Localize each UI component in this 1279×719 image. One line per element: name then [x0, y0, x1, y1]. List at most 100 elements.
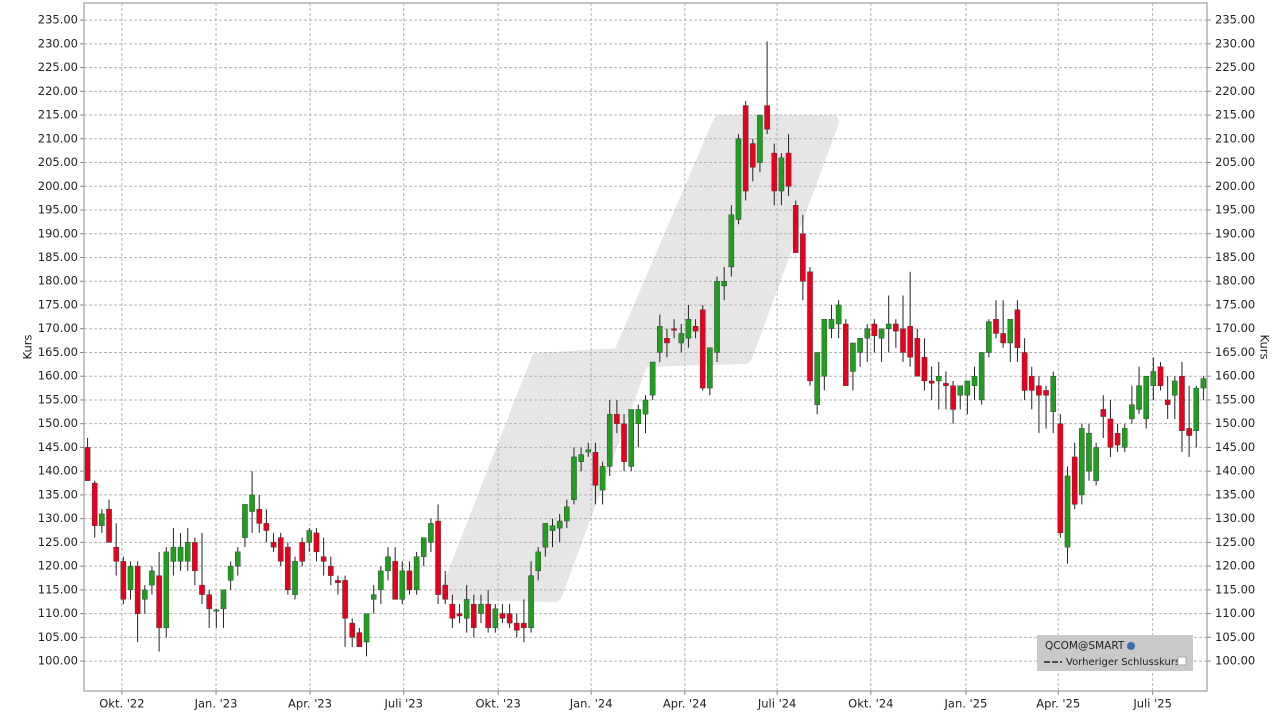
candle-body: [456, 613, 463, 617]
legend-icon: [1127, 642, 1135, 650]
candle-body: [592, 451, 599, 486]
candle-body: [1014, 309, 1021, 348]
candle-body: [127, 565, 134, 591]
legend-box: [1037, 635, 1193, 671]
candle-body: [413, 556, 420, 591]
candle-body: [256, 508, 263, 524]
candle-body: [1179, 376, 1185, 432]
candle-body: [242, 504, 248, 538]
candle-body: [1007, 319, 1014, 344]
candle-body: [406, 570, 413, 591]
candle-body: [900, 328, 906, 353]
candle-body: [370, 594, 377, 600]
candle-body: [1200, 378, 1207, 389]
y2-tick-label: 125.00: [1215, 535, 1255, 549]
candle-body: [850, 342, 856, 372]
candle-body: [363, 613, 370, 643]
candle-body: [184, 542, 191, 562]
y-tick-label: 160.00: [38, 369, 78, 383]
candle-body: [177, 546, 184, 562]
x-tick-label: Okt. '24: [848, 697, 893, 711]
candle-body: [807, 271, 813, 382]
candle-body: [757, 114, 763, 163]
candle-body: [1086, 432, 1092, 472]
candle-body: [1129, 404, 1135, 420]
candle-body: [106, 508, 112, 543]
x-tick-label: Apr. '25: [1036, 697, 1080, 711]
candle-body: [342, 580, 348, 619]
x-tick-label: Juli '25: [1132, 697, 1172, 711]
candle-body: [950, 385, 956, 410]
candle-body: [735, 138, 742, 220]
candle-body: [771, 152, 778, 192]
candle-body: [506, 613, 513, 624]
x-tick-label: Jan. '23: [194, 697, 238, 711]
y-tick-label: 200.00: [38, 179, 78, 193]
candle-body: [528, 575, 534, 629]
candle-body: [1093, 447, 1099, 481]
candle-body: [1064, 475, 1071, 548]
candle-body: [964, 380, 971, 396]
y-tick-label: 165.00: [38, 345, 78, 359]
y2-tick-label: 215.00: [1215, 108, 1255, 122]
candle-body: [320, 556, 327, 562]
legend-title: QCOM@SMART: [1045, 640, 1125, 652]
y-tick-label: 190.00: [38, 226, 78, 240]
candle-body: [1193, 387, 1200, 432]
candle-body: [549, 525, 556, 531]
y2-tick-label: 110.00: [1215, 606, 1255, 620]
y2-tick-label: 180.00: [1215, 274, 1255, 288]
candle-body: [742, 105, 749, 192]
y2-tick-label: 115.00: [1215, 582, 1255, 596]
y2-tick-label: 160.00: [1215, 369, 1255, 383]
y-tick-label: 125.00: [38, 535, 78, 549]
candle-body: [978, 352, 985, 401]
candle-body: [556, 520, 563, 529]
y-tick-label: 145.00: [38, 440, 78, 454]
candle-body: [170, 546, 177, 562]
candle-body: [392, 561, 398, 600]
y-tick-label: 205.00: [38, 155, 78, 169]
candle-body: [428, 523, 434, 543]
y2-axis-label: Kurs: [1258, 335, 1272, 360]
candle-body: [792, 205, 799, 253]
candle-body: [478, 603, 484, 614]
y2-tick-label: 195.00: [1215, 203, 1255, 217]
candle-body: [814, 352, 820, 405]
candle-body: [685, 319, 692, 339]
candle-body: [828, 319, 835, 329]
candle-body: [871, 323, 878, 337]
x-tick-label: Jan. '25: [944, 697, 988, 711]
candle-body: [1100, 409, 1107, 417]
y2-tick-label: 150.00: [1215, 416, 1255, 430]
candle-body: [1107, 418, 1114, 448]
candle-body: [349, 622, 356, 638]
candle-body: [463, 599, 470, 619]
y2-tick-label: 145.00: [1215, 440, 1255, 454]
candle-body: [99, 513, 105, 526]
candle-body: [313, 532, 320, 553]
candle-body: [163, 551, 170, 629]
y2-tick-label: 210.00: [1215, 131, 1255, 145]
candle-body: [921, 357, 928, 382]
candle-body: [120, 561, 127, 600]
y2-tick-label: 140.00: [1215, 464, 1255, 478]
candle-body: [199, 584, 205, 595]
y-tick-label: 135.00: [38, 487, 78, 501]
candle-body: [585, 449, 592, 453]
candle-body: [1150, 371, 1157, 386]
candle-body: [249, 494, 255, 512]
legend-checkbox[interactable]: [1177, 656, 1187, 666]
x-tick-label: Okt. '22: [99, 697, 144, 711]
candle-body: [707, 347, 713, 389]
y-tick-label: 175.00: [38, 297, 78, 311]
candle-body: [1186, 428, 1192, 436]
candle-body: [649, 361, 656, 396]
candle-body: [142, 589, 148, 600]
candle-body: [671, 328, 677, 331]
candle-body: [513, 622, 520, 631]
y-tick-label: 155.00: [38, 392, 78, 406]
trend-channel: [440, 115, 839, 602]
candle-body: [235, 551, 241, 567]
